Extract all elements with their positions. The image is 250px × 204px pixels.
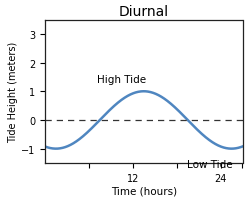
Y-axis label: Tide Height (meters): Tide Height (meters) (8, 41, 18, 142)
Text: High Tide: High Tide (97, 75, 146, 85)
Title: Diurnal: Diurnal (119, 5, 169, 19)
X-axis label: Time (hours): Time (hours) (111, 186, 177, 196)
Text: Low Tide: Low Tide (187, 159, 232, 169)
